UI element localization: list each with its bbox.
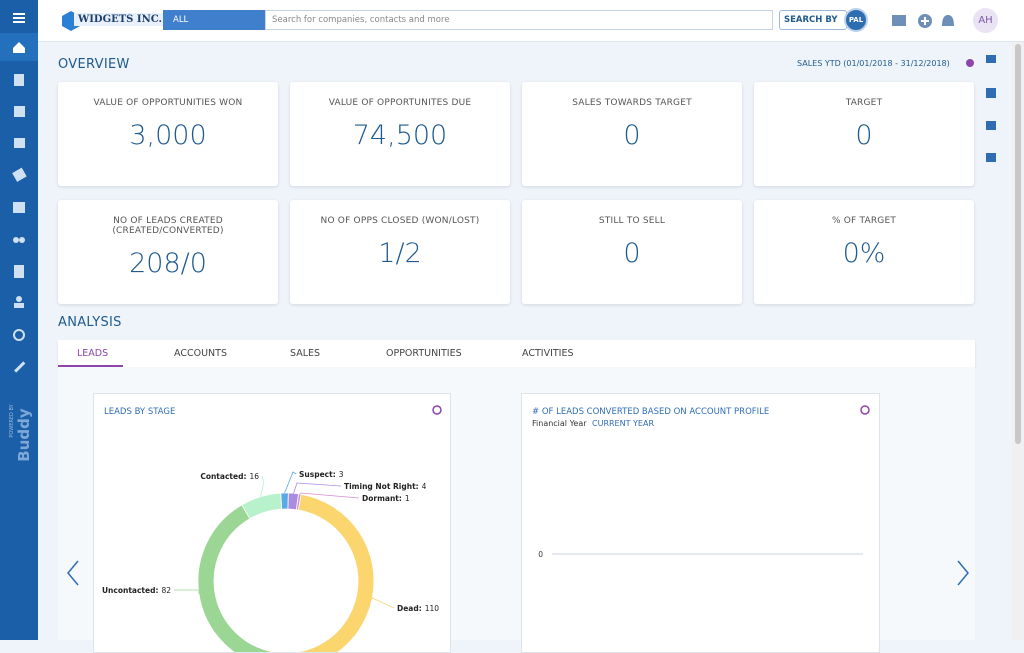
kpi-value: 0 <box>855 120 873 151</box>
leader-line <box>174 589 200 594</box>
chart-title: LEADS BY STAGE <box>104 407 175 417</box>
label-name: Dead: <box>397 604 422 613</box>
leader-line <box>284 471 297 494</box>
label-value: 1 <box>405 494 410 503</box>
kpi-card: NO OF LEADS CREATED (CREATED/CONVERTED) 2… <box>58 200 278 304</box>
data-label: Contacted: 16 <box>200 472 259 481</box>
data-label: Timing Not Right: 4 <box>344 482 427 491</box>
label-value: 3 <box>339 470 344 479</box>
leader-line <box>363 593 395 609</box>
data-label: Dead: 110 <box>397 604 439 613</box>
period-selector[interactable]: SALES YTD (01/01/2018 - 31/12/2018) <box>797 59 950 68</box>
search-input[interactable]: Search for companies, contacts and more <box>265 10 773 30</box>
kpi-value: 0 <box>623 238 641 269</box>
kpi-label: VALUE OF OPPORTUNITES DUE <box>328 98 472 108</box>
tab[interactable]: OPPORTUNITIES <box>386 348 462 359</box>
next-arrow[interactable] <box>956 560 970 586</box>
data-label: Dormant: 1 <box>362 494 410 503</box>
label-value: 4 <box>422 482 427 491</box>
search-scope[interactable]: ALL <box>163 10 265 30</box>
filter-value[interactable]: CURRENT YEAR <box>592 419 654 428</box>
kpi-value: 208/0 <box>129 248 207 279</box>
overview-title[interactable]: OVERVIEW <box>58 57 130 72</box>
tab[interactable]: LEADS <box>77 348 109 359</box>
leader-line <box>299 492 360 499</box>
label-value: 82 <box>161 586 171 595</box>
label-name: Timing Not Right: <box>344 482 419 491</box>
label-name: Dormant: <box>362 494 402 503</box>
donut-segment <box>197 504 271 652</box>
brand: Buddy <box>15 408 33 462</box>
kpi-value: 3,000 <box>129 120 207 151</box>
kpi-label: SALES TOWARDS TARGET <box>572 98 692 108</box>
kpi-card: TARGET 0 <box>754 82 974 186</box>
chart-card: # OF LEADS CONVERTED BASED ON ACCOUNT PR… <box>521 393 880 653</box>
kpi-label: NO OF OPPS CLOSED (WON/LOST) <box>320 216 480 226</box>
kpi-label: STILL TO SELL <box>598 216 666 226</box>
kpi-card: SALES TOWARDS TARGET 0 <box>522 82 742 186</box>
label-name: Uncontacted: <box>102 586 159 595</box>
label-value: 16 <box>249 472 259 481</box>
label-value: 110 <box>425 604 440 613</box>
label-name: Contacted: <box>200 472 246 481</box>
prev-arrow[interactable] <box>66 560 80 586</box>
kpi-value: 74,500 <box>352 120 448 151</box>
refresh[interactable] <box>860 405 870 415</box>
logo[interactable]: WIDGETS INC. <box>74 13 166 26</box>
user-avatar[interactable]: AH <box>973 8 998 33</box>
scrollbar <box>1012 42 1024 640</box>
kpi-card: NO OF OPPS CLOSED (WON/LOST) 1/2 <box>290 200 510 304</box>
kpi-card: STILL TO SELL 0 <box>522 200 742 304</box>
data-label: Suspect: 3 <box>299 470 344 479</box>
refresh[interactable] <box>432 405 442 415</box>
analysis-title[interactable]: ANALYSIS <box>58 315 122 330</box>
tab[interactable]: ACTIVITIES <box>522 348 574 359</box>
kpi-label: NO OF LEADS CREATED (CREATED/CONVERTED) <box>112 216 224 236</box>
leader-line <box>260 475 265 497</box>
y-tick-label: 0 <box>538 550 543 559</box>
kpi-card: VALUE OF OPPORTUNITES DUE 74,500 <box>290 82 510 186</box>
kpi-card: VALUE OF OPPORTUNITIES WON 3,000 <box>58 82 278 186</box>
leader-line <box>293 482 342 494</box>
kpi-value: 0 <box>623 120 641 151</box>
top-bar: WIDGETS INC. ALL Search for companies, c… <box>38 0 1024 42</box>
tab[interactable]: ACCOUNTS <box>174 348 227 359</box>
chart-title: # OF LEADS CONVERTED BASED ON ACCOUNT PR… <box>532 407 769 417</box>
filter-label: Financial Year <box>532 419 587 428</box>
donut-segment <box>241 492 283 520</box>
sidebar-icons <box>0 13 38 373</box>
label-name: Suspect: <box>299 470 336 479</box>
tab[interactable]: SALES <box>290 348 321 359</box>
kpi-value: 0% <box>842 238 886 269</box>
donut-segment <box>268 493 375 652</box>
sidebar: POWERED BY Buddy <box>0 0 38 640</box>
data-label: Uncontacted: 82 <box>102 586 171 595</box>
header-icons <box>892 14 954 28</box>
tab-underline <box>58 365 123 367</box>
kpi-label: % OF TARGET <box>831 216 897 226</box>
kpi-label: VALUE OF OPPORTUNITIES WON <box>93 98 243 108</box>
kpi-card: % OF TARGET 0% <box>754 200 974 304</box>
search-by[interactable]: SEARCH BY <box>779 10 847 30</box>
search-by-badge[interactable]: PAL <box>844 8 868 32</box>
side-tools <box>966 55 996 162</box>
kpi-label: TARGET <box>845 98 883 108</box>
tab-bar: LEADS ACCOUNTS SALES OPPORTUNITIES ACTIVITIE… <box>58 340 975 367</box>
kpi-value: 1/2 <box>378 238 422 269</box>
